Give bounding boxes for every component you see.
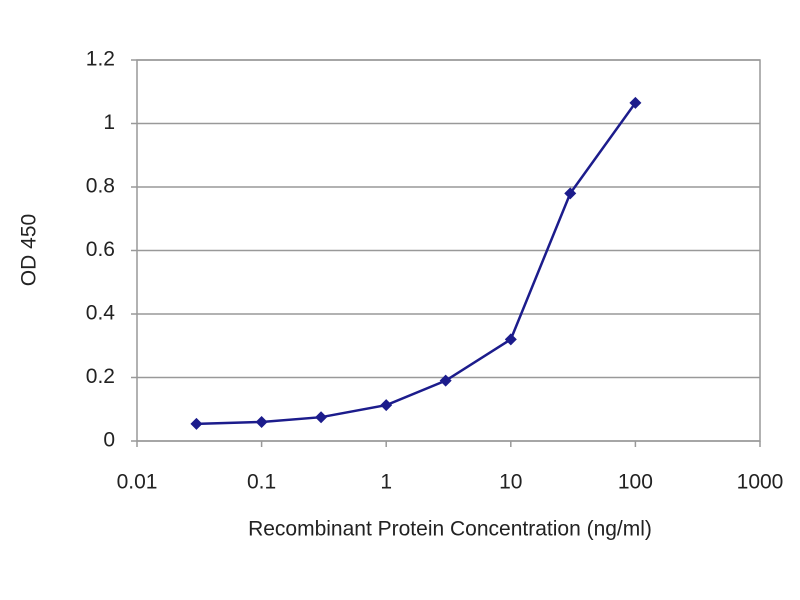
data-point [315,411,328,424]
data-point [504,333,517,346]
data-point [629,96,642,109]
data-point [439,374,452,387]
x-tick-label: 0.1 [247,471,276,494]
data-point [380,399,393,412]
y-tick-label: 0.6 [86,238,115,261]
y-tick-label: 0.8 [86,175,115,198]
x-tick-label: 1000 [737,471,784,494]
x-tick-label: 1 [380,471,392,494]
data-line [196,102,637,426]
x-tick-label: 100 [618,471,653,494]
y-tick-label: 0.4 [86,302,116,325]
x-tick-label: 10 [499,471,522,494]
data-point [255,415,268,428]
y-axis-label: OD 450 [18,214,41,286]
data-point [190,417,203,430]
x-tick-label: 0.01 [117,471,158,494]
y-tick-label: 1.2 [86,48,115,71]
data-point [564,187,577,200]
y-tick-label: 0 [103,429,115,452]
y-tick-label: 0.2 [86,365,115,388]
y-tick-label: 1 [103,111,115,134]
x-axis-label: Recombinant Protein Concentration (ng/ml… [248,518,652,541]
